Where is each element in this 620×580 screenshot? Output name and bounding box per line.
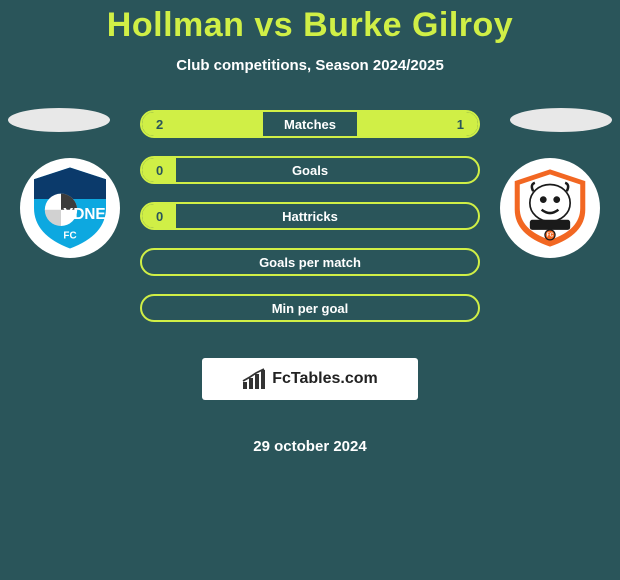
svg-text:FC: FC [547,233,554,239]
stat-row: 0Goals [140,156,480,184]
stats-area: YDNE FC FC 21Matches 0Goals 0Hattricks Goal… [0,110,620,455]
svg-text:YDNE: YDNE [63,206,105,223]
stat-label: Goals per match [142,255,478,270]
team-logo-right: FC [500,158,600,258]
brisbane-roar-badge-icon: FC [508,166,592,250]
stat-row: Goals per match [140,248,480,276]
stat-label: Goals [142,163,478,178]
stat-row: 21Matches [140,110,480,138]
svg-text:FC: FC [63,231,76,242]
snapshot-date: 29 october 2024 [253,438,366,455]
stat-label: Hattricks [142,209,478,224]
brand-name: FcTables.com [272,370,378,388]
sydney-fc-badge-icon: YDNE FC [25,163,115,253]
brand-footer[interactable]: FcTables.com [202,358,418,400]
stat-row: Min per goal [140,294,480,322]
bar-chart-icon [242,368,266,390]
stat-row: 0Hattricks [140,202,480,230]
comparison-title: Hollman vs Burke Gilroy [107,6,513,45]
stat-label: Matches [142,117,478,132]
stat-label: Min per goal [142,301,478,316]
season-subtitle: Club competitions, Season 2024/2025 [176,57,444,74]
team-logo-left: YDNE FC [20,158,120,258]
player-photo-placeholder-left [8,108,110,132]
player-photo-placeholder-right [510,108,612,132]
